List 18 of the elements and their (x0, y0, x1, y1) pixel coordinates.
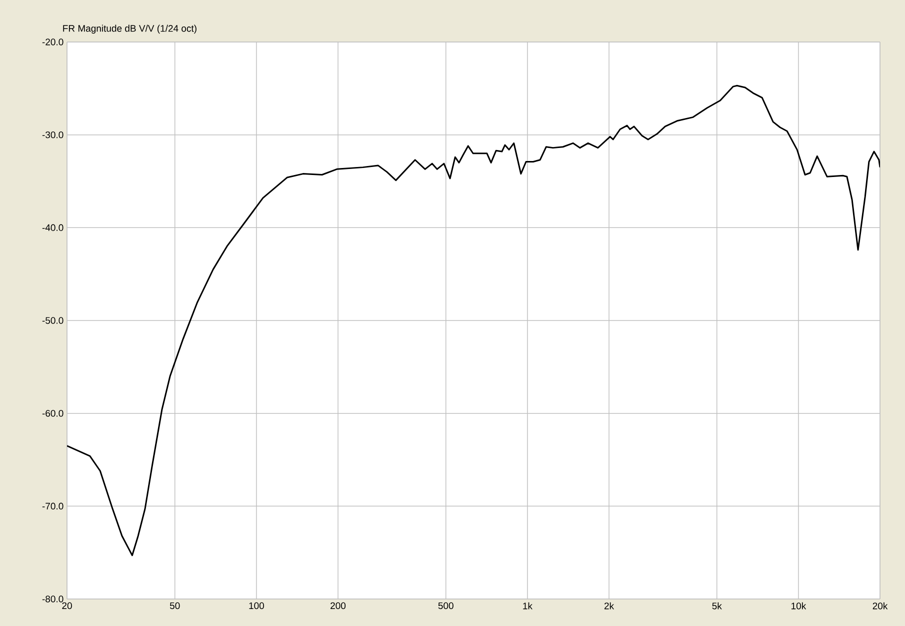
x-tick-label: 200 (330, 602, 346, 610)
x-tick-label: 100 (249, 602, 264, 610)
x-tick-label: 50 (170, 602, 180, 610)
y-tick-label: -80.0 (42, 596, 64, 602)
y-tick-label: -40.0 (42, 224, 64, 232)
y-tick-label: -20.0 (42, 38, 64, 46)
x-tick-label: 500 (438, 602, 454, 610)
x-tick-label: 20k (872, 602, 888, 610)
x-tick-label: 2k (604, 602, 614, 610)
y-tick-label: -30.0 (42, 131, 64, 138)
y-tick-label: -70.0 (42, 502, 64, 510)
y-tick-label: -50.0 (42, 317, 64, 324)
x-tick-label: 20 (62, 602, 72, 610)
y-tick-label: -60.0 (42, 410, 64, 417)
chart-title: FR Magnitude dB V/V (1/24 oct) (63, 24, 196, 34)
x-tick-label: 5k (712, 602, 722, 610)
x-tick-label: 1k (523, 602, 532, 610)
x-tick-label: 10k (792, 602, 806, 610)
